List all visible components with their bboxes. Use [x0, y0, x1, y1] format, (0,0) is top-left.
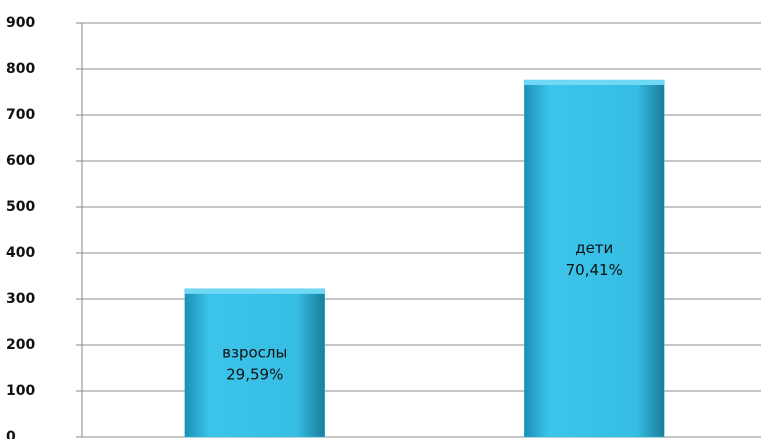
y-tick-label: 0 — [6, 429, 16, 439]
bar — [524, 79, 665, 438]
y-tick-label: 100 — [6, 383, 35, 399]
data-label: 29,59% — [226, 365, 283, 383]
y-tick-label: 400 — [6, 245, 35, 261]
y-tick-label: 700 — [6, 107, 35, 123]
y-tick-label: 300 — [6, 291, 35, 307]
y-tick-label: 800 — [6, 61, 35, 77]
y-tick-label: 200 — [6, 337, 35, 353]
bar-top — [184, 288, 325, 294]
y-tick-label: 500 — [6, 199, 35, 215]
data-label-name: дети — [575, 239, 613, 257]
data-label: 70,41% — [566, 261, 623, 279]
bar-top — [524, 80, 665, 86]
y-tick-label: 600 — [6, 153, 35, 169]
y-tick-label: 900 — [6, 15, 35, 31]
bar — [184, 288, 325, 438]
data-label-name: взрослы — [222, 343, 287, 361]
